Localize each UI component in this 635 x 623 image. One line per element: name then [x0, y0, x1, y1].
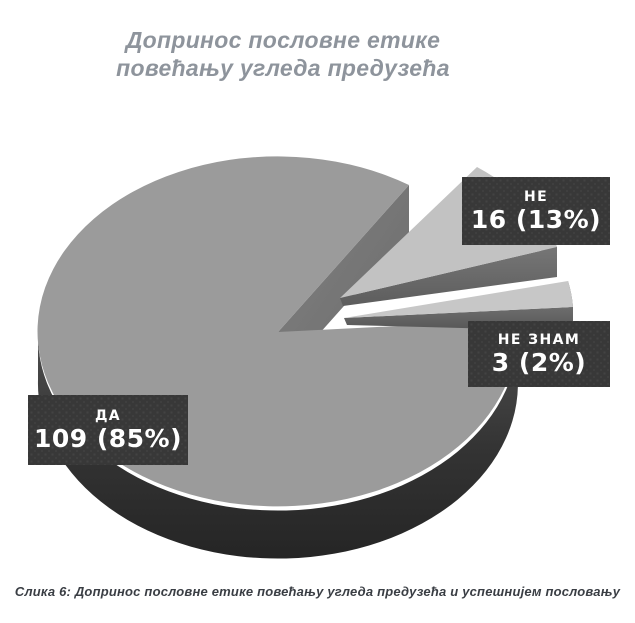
label-box-ne: НЕ 16 (13%) — [462, 177, 610, 245]
chart-title: Допринос пословне етике повећању угледа … — [0, 26, 566, 82]
pie-slice-ne-cut-face — [340, 247, 557, 306]
label-box-ne-title: НЕ — [523, 188, 549, 205]
label-box-neznam-title: НЕ ЗНАМ — [497, 331, 581, 348]
pie-slice-da-rim-side — [37, 320, 518, 559]
label-box-da-value: 109 (85%) — [33, 423, 183, 453]
label-box-ne-value: 16 (13%) — [470, 204, 602, 234]
label-box-da-title: ДА — [94, 407, 122, 424]
label-box-da: ДА 109 (85%) — [28, 395, 188, 465]
chart-title-line2: повећању угледа предузећа — [116, 55, 450, 81]
pie-slice-neznam-top — [344, 281, 573, 318]
label-box-neznam: НЕ ЗНАМ 3 (2%) — [468, 321, 610, 387]
figure-caption: Слика 6: Допринос пословне етике повећањ… — [14, 584, 621, 599]
label-box-neznam-value: 3 (2%) — [491, 347, 587, 377]
chart-title-line1: Допринос пословне етике — [125, 27, 441, 53]
